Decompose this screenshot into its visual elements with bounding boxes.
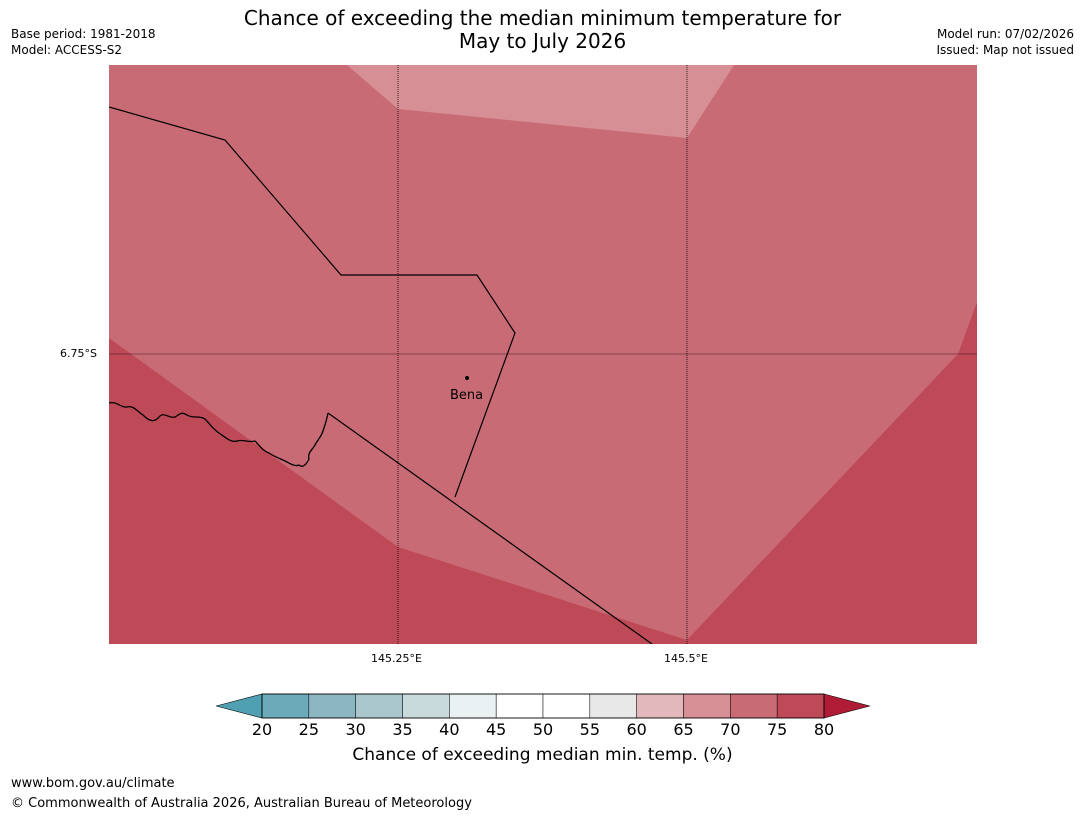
issued-status: Issued: Map not issued xyxy=(936,43,1074,57)
title-line-1: Chance of exceeding the median minimum t… xyxy=(243,6,842,30)
coastline-river xyxy=(109,401,329,467)
colorbar-segment xyxy=(355,693,403,719)
province-boundary xyxy=(327,412,653,644)
colorbar-segment xyxy=(776,693,825,719)
base-period: Base period: 1981-2018 xyxy=(11,27,156,41)
footer-url[interactable]: www.bom.gov.au/climate xyxy=(11,776,175,791)
map-canvas xyxy=(109,65,977,644)
colorbar-tick-label: 35 xyxy=(392,720,413,739)
forecast-map xyxy=(109,65,977,644)
colorbar-segment xyxy=(589,693,637,719)
colorbar-tick-label: 25 xyxy=(298,720,320,739)
footer-copyright: © Commonwealth of Australia 2026, Austra… xyxy=(11,796,472,811)
colorbar-tick-label: 55 xyxy=(579,720,601,739)
town-marker xyxy=(465,376,469,380)
colorbar-segment xyxy=(495,693,544,719)
longitude-label: 145.25°E xyxy=(371,652,422,665)
colorbar-high-arrow xyxy=(823,693,870,719)
colorbar-segment xyxy=(730,693,778,719)
colorbar-title: Chance of exceeding median min. temp. (%… xyxy=(352,745,733,765)
colorbar-tick-label: 75 xyxy=(766,720,788,739)
run-info: Model run: 07/02/2026 Issued: Map not is… xyxy=(936,26,1074,58)
colorbar-low-arrow xyxy=(216,693,263,719)
region-75-80-southeast xyxy=(687,302,977,644)
province-boundary xyxy=(109,106,516,498)
model-info: Base period: 1981-2018 Model: ACCESS-S2 xyxy=(11,26,156,58)
town-label: Bena xyxy=(450,388,484,403)
model-name: Model: ACCESS-S2 xyxy=(11,43,123,57)
model-run: Model run: 07/02/2026 xyxy=(936,27,1074,41)
colorbar-segment xyxy=(636,693,684,719)
colorbar xyxy=(216,693,870,719)
colorbar-tick-label: 40 xyxy=(439,720,460,739)
latitude-label: 6.75°S xyxy=(60,347,97,360)
colorbar-tick-label: 80 xyxy=(813,720,835,739)
region-65-70 xyxy=(347,65,734,138)
colorbar-tick-label: 70 xyxy=(720,720,741,739)
colorbar-tick-label: 30 xyxy=(345,720,366,739)
colorbar-segment xyxy=(402,693,450,719)
colorbar-tick-label: 20 xyxy=(251,720,273,739)
region-75-80-southwest xyxy=(109,338,687,644)
title-line-2: May to July 2026 xyxy=(458,29,627,53)
colorbar-tick-label: 65 xyxy=(673,720,694,739)
colorbar-segment xyxy=(261,693,310,719)
map-title: Chance of exceeding the median minimum t… xyxy=(0,7,1085,53)
colorbar-tick-label: 50 xyxy=(532,720,554,739)
colorbar-segment xyxy=(542,693,591,719)
colorbar-tick-label: 60 xyxy=(626,720,647,739)
colorbar-tick-label: 45 xyxy=(485,720,507,739)
colorbar-segment xyxy=(449,693,497,719)
colorbar-segment xyxy=(308,693,356,719)
colorbar-outline xyxy=(261,693,825,719)
longitude-label: 145.5°E xyxy=(664,652,708,665)
colorbar-segment xyxy=(683,693,731,719)
colorbar-tick-labels: 20 25 30 35 40 45 50 55 60 65 70 75 80 xyxy=(0,720,1085,740)
